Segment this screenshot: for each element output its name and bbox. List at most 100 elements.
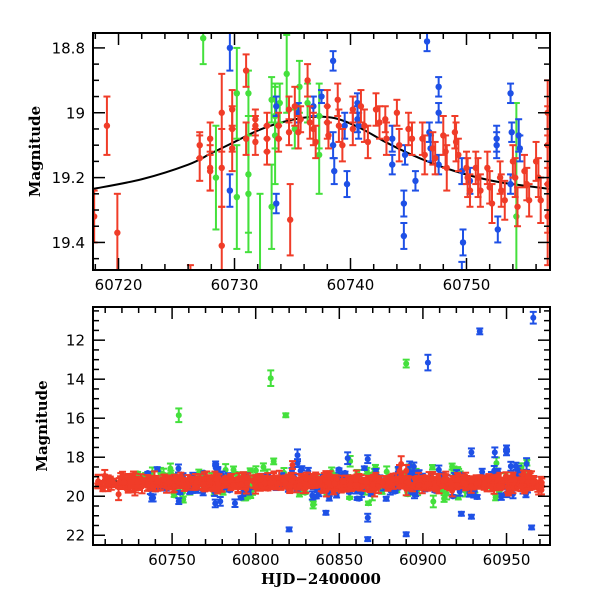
data-point-marker bbox=[218, 242, 225, 249]
data-point-blue bbox=[435, 76, 443, 98]
data-point-red bbox=[335, 108, 343, 143]
data-point-blue bbox=[467, 447, 475, 458]
data-point-red bbox=[196, 134, 204, 182]
data-point-green bbox=[402, 358, 410, 369]
data-point-marker bbox=[294, 452, 301, 459]
data-point-marker bbox=[325, 132, 332, 139]
data-point-red bbox=[93, 189, 98, 244]
top-y-tick-labels: 18.8 19 19.2 19.4 bbox=[52, 39, 85, 252]
data-point-blue bbox=[329, 50, 337, 72]
data-point-marker bbox=[313, 493, 320, 500]
data-point-marker bbox=[455, 151, 462, 159]
data-point-marker bbox=[245, 90, 252, 97]
data-point-red bbox=[324, 121, 332, 150]
x-tick-label: 60740 bbox=[327, 276, 375, 294]
data-point-marker bbox=[199, 34, 207, 42]
data-point-marker bbox=[383, 495, 390, 502]
data-point-red bbox=[218, 127, 226, 208]
data-point-marker bbox=[530, 314, 537, 321]
data-point-marker bbox=[331, 167, 338, 175]
data-point-blue bbox=[285, 526, 293, 533]
data-point-marker bbox=[273, 200, 280, 207]
x-tick-label: 60730 bbox=[211, 276, 259, 294]
data-point-red bbox=[228, 124, 236, 173]
data-point-marker bbox=[354, 116, 361, 123]
data-point-marker bbox=[405, 125, 412, 133]
data-point-marker bbox=[488, 200, 496, 207]
data-point-red bbox=[103, 95, 111, 156]
data-point-marker bbox=[226, 187, 234, 194]
data-point-marker bbox=[372, 106, 380, 113]
data-point-marker bbox=[228, 145, 236, 152]
data-point-marker bbox=[466, 187, 474, 194]
data-point-marker bbox=[507, 90, 514, 97]
data-point-marker bbox=[226, 44, 234, 52]
data-point-marker bbox=[286, 526, 293, 533]
data-point-marker bbox=[93, 213, 98, 220]
data-point-green bbox=[315, 114, 323, 195]
data-point-blue bbox=[344, 451, 352, 466]
data-point-marker bbox=[459, 239, 467, 246]
data-point-marker bbox=[408, 135, 416, 142]
top-ticks bbox=[93, 33, 550, 270]
data-point-marker bbox=[252, 138, 259, 146]
data-point-marker bbox=[285, 106, 293, 113]
data-point-marker bbox=[463, 164, 470, 172]
data-point-marker bbox=[212, 174, 220, 181]
data-point-blue bbox=[174, 463, 182, 474]
data-point-red bbox=[364, 124, 372, 160]
data-point-red bbox=[113, 192, 121, 270]
data-point-blue bbox=[216, 496, 224, 507]
data-point-red bbox=[312, 124, 320, 160]
data-point-red bbox=[431, 140, 439, 176]
data-point-red bbox=[415, 480, 423, 491]
data-point-marker bbox=[383, 468, 390, 475]
data-point-marker bbox=[430, 498, 437, 505]
data-point-marker bbox=[364, 536, 371, 543]
data-point-marker bbox=[364, 138, 372, 146]
data-point-blue bbox=[388, 153, 396, 176]
data-point-red bbox=[297, 105, 305, 134]
data-point-marker bbox=[389, 135, 396, 142]
data-point-green bbox=[309, 500, 317, 510]
data-point-blue bbox=[226, 33, 234, 72]
data-point-marker bbox=[310, 501, 317, 508]
data-point-red bbox=[372, 92, 380, 127]
data-point-marker bbox=[242, 67, 250, 74]
data-point-red bbox=[304, 63, 312, 98]
data-point-red bbox=[206, 150, 214, 192]
data-point-marker bbox=[357, 103, 365, 110]
data-point-green bbox=[429, 494, 437, 509]
data-point-red bbox=[381, 105, 389, 134]
data-point-green bbox=[256, 192, 264, 270]
data-point-marker bbox=[296, 83, 303, 91]
data-point-red bbox=[285, 118, 293, 147]
data-point-marker bbox=[187, 278, 193, 284]
data-point-marker bbox=[233, 193, 241, 201]
data-point-marker bbox=[267, 375, 274, 382]
data-point-green bbox=[268, 76, 276, 124]
data-point-red bbox=[349, 111, 357, 147]
data-point-marker bbox=[291, 103, 299, 110]
data-point-green bbox=[199, 33, 207, 66]
data-point-marker bbox=[376, 119, 383, 126]
data-point-green bbox=[346, 494, 354, 501]
data-point-red bbox=[476, 173, 484, 208]
data-point-marker bbox=[304, 99, 311, 107]
data-point-blue bbox=[211, 498, 219, 509]
data-point-marker bbox=[275, 135, 282, 142]
data-point-blue bbox=[497, 492, 505, 501]
data-point-marker bbox=[329, 141, 337, 149]
data-point-marker bbox=[514, 203, 521, 210]
data-point-marker bbox=[171, 492, 178, 499]
data-point-marker bbox=[312, 138, 319, 146]
data-point-blue bbox=[507, 82, 515, 105]
data-point-marker bbox=[322, 509, 329, 516]
data-point-blue bbox=[335, 466, 343, 473]
data-point-blue bbox=[322, 509, 330, 516]
data-point-green bbox=[212, 124, 220, 231]
data-point-marker bbox=[468, 513, 475, 520]
data-point-marker bbox=[247, 467, 254, 474]
data-point-marker bbox=[175, 498, 182, 505]
data-point-blue bbox=[318, 89, 325, 105]
